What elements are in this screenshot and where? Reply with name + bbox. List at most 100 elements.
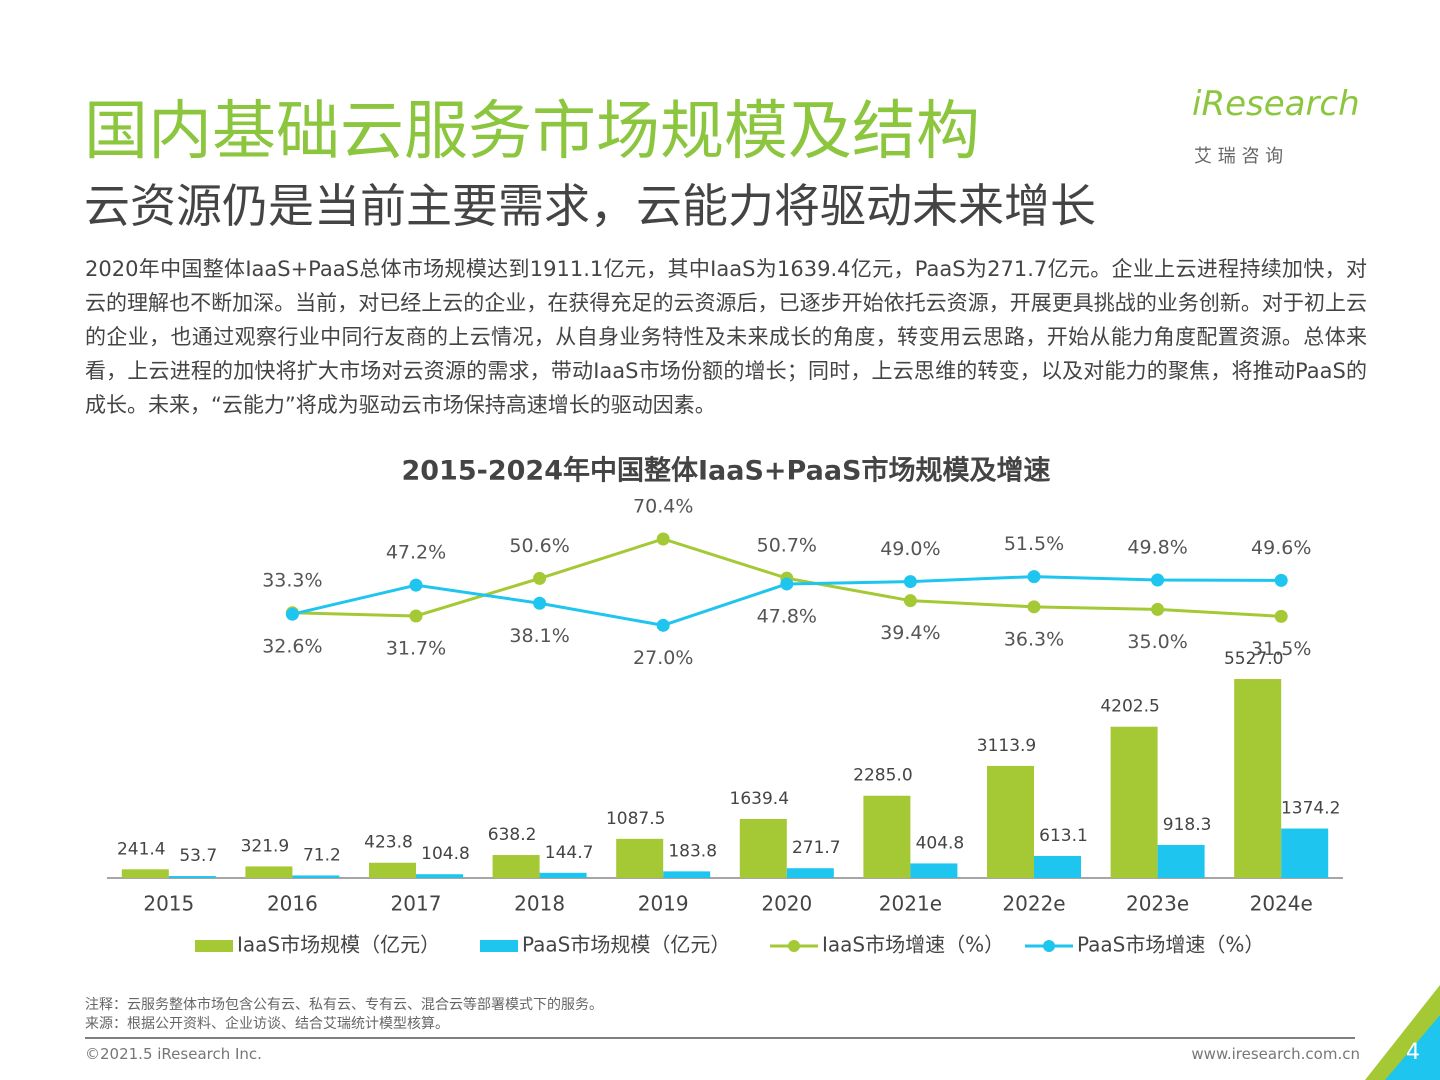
x-tick-label: 2021e bbox=[879, 892, 942, 916]
bar bbox=[863, 795, 911, 878]
data-label: 638.2 bbox=[488, 825, 537, 845]
x-tick-label: 2023e bbox=[1126, 892, 1189, 916]
data-label: 49.6% bbox=[1251, 537, 1311, 559]
data-label: 36.3% bbox=[1004, 628, 1064, 650]
point bbox=[1151, 602, 1165, 616]
note: 注释：云服务整体市场包含公有云、私有云、专有云、混合云等部署模式下的服务。 bbox=[85, 997, 603, 1013]
bar bbox=[292, 875, 340, 878]
copyright: ©2021.5 iResearch Inc. bbox=[85, 1045, 262, 1063]
logo-sub: 艾 瑞 咨 询 bbox=[1194, 146, 1284, 167]
bar bbox=[1281, 828, 1329, 878]
bar bbox=[1234, 679, 1282, 878]
point bbox=[780, 577, 794, 591]
point bbox=[1274, 573, 1288, 587]
bar bbox=[1034, 855, 1081, 878]
bar bbox=[616, 838, 664, 878]
data-label: 613.1 bbox=[1039, 826, 1088, 846]
bar bbox=[910, 863, 958, 878]
legend-swatch bbox=[1043, 940, 1055, 952]
legend-swatch bbox=[480, 940, 518, 952]
point bbox=[409, 578, 423, 592]
x-tick-label: 2024e bbox=[1250, 892, 1313, 916]
data-label: 4202.5 bbox=[1100, 697, 1159, 717]
data-label: 49.0% bbox=[880, 538, 940, 560]
title: 国内基础云服务市场规模及结构 bbox=[84, 95, 980, 169]
url: www.iresearch.com.cn bbox=[1191, 1045, 1360, 1063]
data-label: 423.8 bbox=[364, 833, 413, 853]
data-label: 71.2 bbox=[303, 845, 341, 865]
point bbox=[903, 594, 917, 608]
data-label: 47.2% bbox=[386, 542, 446, 564]
point bbox=[1151, 573, 1165, 587]
data-label: 271.7 bbox=[792, 838, 841, 858]
data-label: 32.6% bbox=[262, 636, 322, 658]
point bbox=[409, 609, 423, 623]
point bbox=[533, 571, 547, 585]
data-label: 31.5% bbox=[1251, 638, 1311, 660]
bar bbox=[168, 876, 216, 878]
data-label: 5527.0 bbox=[1224, 649, 1283, 669]
data-label: 144.7 bbox=[545, 843, 594, 863]
data-label: 70.4% bbox=[633, 495, 693, 517]
bar bbox=[539, 872, 587, 878]
point bbox=[656, 618, 670, 632]
legend-label: IaaS市场规模（亿元） bbox=[237, 933, 440, 957]
bar bbox=[1157, 844, 1205, 878]
bar bbox=[987, 765, 1034, 878]
chart-title: 2015-2024年中国整体IaaS+PaaS市场规模及增速 bbox=[401, 455, 1050, 487]
x-tick-label: 2020 bbox=[761, 892, 812, 916]
page-number: 4 bbox=[1406, 1040, 1420, 1065]
x-tick-label: 2016 bbox=[267, 892, 318, 916]
data-label: 1374.2 bbox=[1281, 799, 1340, 819]
bar bbox=[663, 871, 711, 878]
point bbox=[533, 596, 547, 610]
data-label: 50.7% bbox=[757, 535, 817, 557]
data-label: 183.8 bbox=[668, 841, 717, 861]
bar bbox=[121, 869, 169, 878]
data-label: 35.0% bbox=[1127, 631, 1187, 653]
data-label: 38.1% bbox=[509, 625, 569, 647]
x-tick-label: 2018 bbox=[514, 892, 565, 916]
data-label: 39.4% bbox=[880, 622, 940, 644]
legend-label: PaaS市场增速（%） bbox=[1077, 933, 1264, 957]
corner-deco bbox=[1385, 1015, 1440, 1080]
bar bbox=[492, 855, 540, 878]
point bbox=[1027, 570, 1041, 584]
legend-label: IaaS市场增速（%） bbox=[822, 933, 1004, 957]
data-label: 321.9 bbox=[241, 836, 290, 856]
data-label: 241.4 bbox=[117, 839, 166, 859]
data-label: 918.3 bbox=[1163, 815, 1212, 835]
point bbox=[285, 607, 299, 621]
x-tick-label: 2022e bbox=[1002, 892, 1065, 916]
data-label: 27.0% bbox=[633, 647, 693, 669]
data-label: 104.8 bbox=[421, 844, 470, 864]
point bbox=[1274, 609, 1288, 623]
data-label: 53.7 bbox=[179, 846, 217, 866]
point bbox=[656, 532, 670, 546]
data-label: 1639.4 bbox=[730, 789, 789, 809]
data-label: 33.3% bbox=[262, 569, 322, 591]
legend-swatch bbox=[788, 940, 800, 952]
x-tick-label: 2019 bbox=[638, 892, 689, 916]
data-label: 31.7% bbox=[386, 637, 446, 659]
data-label: 49.8% bbox=[1127, 536, 1187, 558]
bar bbox=[369, 862, 416, 878]
bar bbox=[739, 818, 787, 878]
data-label: 3113.9 bbox=[977, 736, 1036, 756]
legend-label: PaaS市场规模（亿元） bbox=[522, 933, 730, 957]
x-tick-label: 2017 bbox=[391, 892, 442, 916]
data-label: 50.6% bbox=[509, 535, 569, 557]
data-label: 47.8% bbox=[757, 605, 817, 627]
body-text: 2020年中国整体IaaS+PaaS总体市场规模达到1911.1亿元，其中Iaa… bbox=[85, 257, 1367, 417]
data-label: 2285.0 bbox=[853, 766, 912, 786]
bar bbox=[245, 866, 293, 878]
x-tick-label: 2015 bbox=[143, 892, 194, 916]
bar bbox=[416, 874, 463, 878]
data-label: 404.8 bbox=[916, 833, 965, 853]
legend-swatch bbox=[195, 940, 233, 952]
point bbox=[1027, 600, 1041, 614]
point bbox=[903, 575, 917, 589]
data-label: 51.5% bbox=[1004, 533, 1064, 555]
